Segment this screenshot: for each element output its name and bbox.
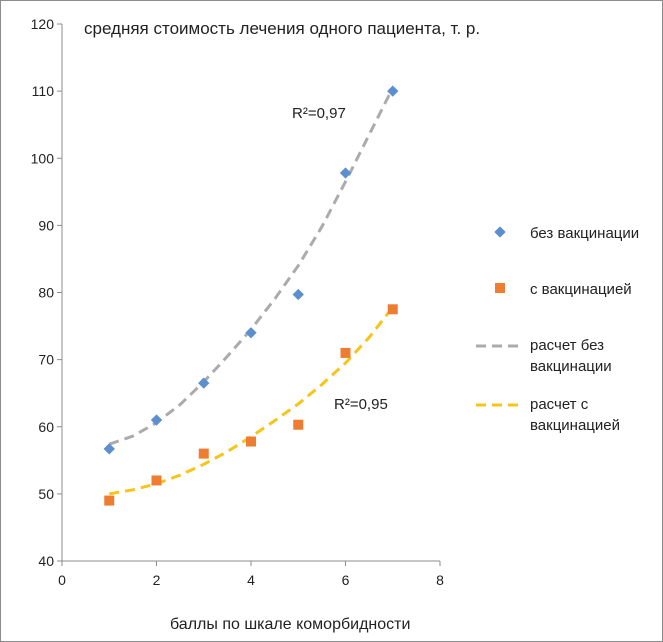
x-tick-label: 2 <box>153 572 161 588</box>
y-tick-label: 90 <box>38 217 54 233</box>
x-axis-ticks: 0 2 4 6 8 <box>58 561 444 588</box>
legend-label-trend-vaccination: расчет с вакцинацией <box>530 396 620 434</box>
legend-label-vaccination: с вакцинацией <box>530 281 632 298</box>
legend-marker-vaccination <box>495 283 505 293</box>
y-tick-label: 50 <box>38 486 54 502</box>
y-tick-label: 40 <box>38 553 54 569</box>
point-vaccination <box>246 436 256 447</box>
point-no-vaccination <box>292 288 304 301</box>
point-vaccination <box>293 419 304 430</box>
y-axis-ticks: 40 50 60 70 80 90 100 110 120 <box>31 16 62 569</box>
y-tick-label: 70 <box>38 352 54 368</box>
legend-label-trend-no-vaccination: расчет без вакцинации <box>530 337 612 375</box>
x-tick-label: 6 <box>342 572 350 588</box>
r2-annotation-no-vaccination: R²=0,97 <box>292 105 346 122</box>
point-no-vaccination <box>245 327 257 339</box>
y-tick-label: 80 <box>38 285 54 301</box>
x-tick-label: 4 <box>247 572 255 588</box>
legend: без вакцинации с вакцинацией расчет без … <box>476 225 639 434</box>
chart-title: средняя стоимость лечения одного пациент… <box>84 19 480 38</box>
trendlines <box>108 87 395 496</box>
y-tick-label: 120 <box>31 16 55 32</box>
y-tick-label: 110 <box>32 83 55 99</box>
point-vaccination <box>387 304 398 315</box>
point-vaccination <box>151 475 162 486</box>
y-tick-label: 60 <box>38 419 54 435</box>
legend-label-no-vaccination: без вакцинации <box>530 225 639 242</box>
point-no-vaccination <box>103 443 115 455</box>
r2-annotation-vaccination: R²=0,95 <box>334 396 388 413</box>
point-vaccination <box>104 495 115 506</box>
point-vaccination <box>198 448 209 459</box>
point-vaccination <box>340 347 351 358</box>
data-points <box>103 85 399 506</box>
point-no-vaccination <box>339 167 352 179</box>
point-no-vaccination <box>150 414 163 426</box>
x-axis-label: баллы по шкале коморбидности <box>170 616 410 633</box>
x-tick-label: 8 <box>436 572 444 588</box>
y-tick-label: 100 <box>31 150 55 166</box>
x-tick-label: 0 <box>58 572 66 588</box>
legend-marker-no-vaccination <box>494 226 506 238</box>
trendline-no-vaccination <box>108 87 395 446</box>
point-no-vaccination <box>198 377 210 389</box>
